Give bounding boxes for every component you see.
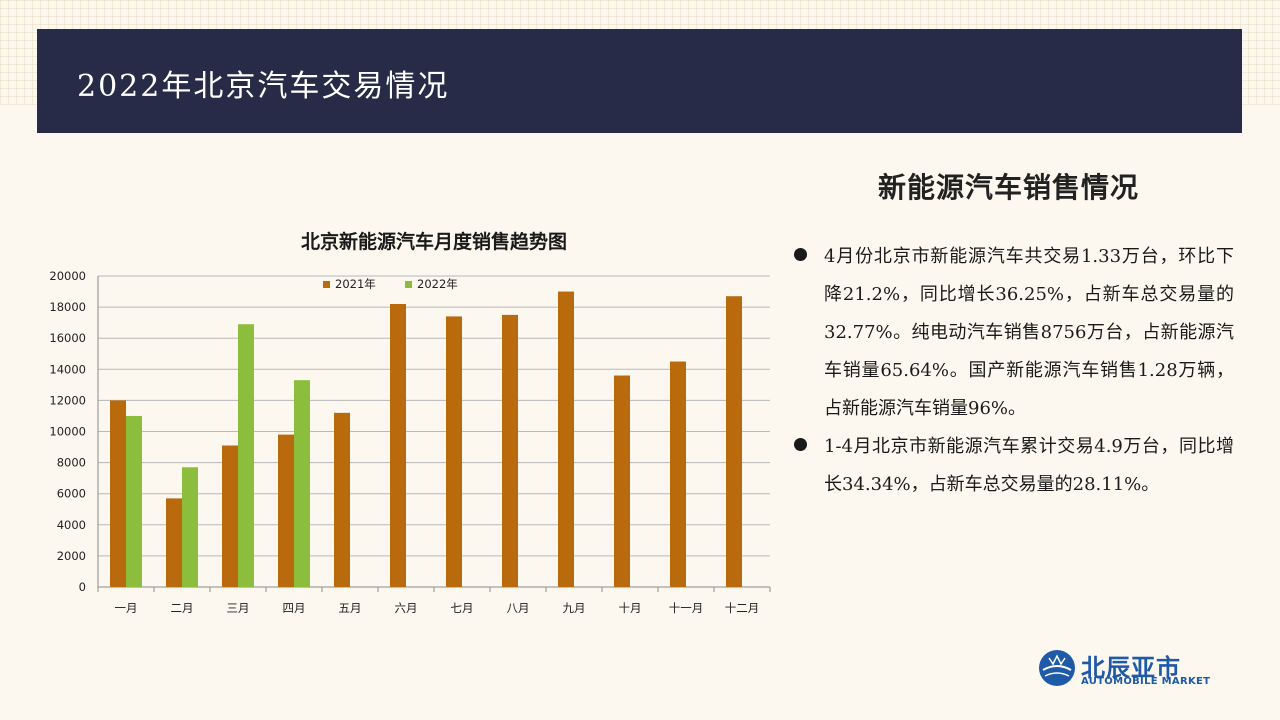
legend-label: 2021年 bbox=[335, 277, 376, 291]
y-tick-label: 4000 bbox=[57, 518, 86, 532]
legend-swatch bbox=[405, 281, 412, 288]
bullet-dot-icon bbox=[794, 248, 807, 261]
bar-2021 bbox=[390, 303, 406, 587]
y-tick-label: 0 bbox=[79, 580, 86, 594]
bar-2022 bbox=[182, 467, 198, 587]
x-tick-label: 三月 bbox=[227, 601, 250, 615]
bar-2022 bbox=[294, 380, 310, 587]
y-tick-label: 14000 bbox=[49, 362, 86, 376]
bullet-list: 4月份北京市新能源汽车共交易1.33万台，环比下降21.2%，同比增长36.25… bbox=[794, 238, 1234, 504]
bar-2021 bbox=[502, 314, 518, 587]
chart-svg: 北京新能源汽车月度销售趋势图 0 2000 4000 6000 8000 10000 1200… bbox=[49, 230, 771, 615]
y-tick-label: 18000 bbox=[49, 300, 86, 314]
legend-label: 2022年 bbox=[417, 277, 458, 291]
x-tick-label: 五月 bbox=[339, 601, 362, 615]
bar-2021 bbox=[166, 498, 182, 587]
bar-2022 bbox=[238, 324, 254, 587]
y-tick-label: 8000 bbox=[57, 456, 86, 470]
bullet-text: 1-4月北京市新能源汽车累计交易4.9万台，同比增长34.34%，占新车总交易量… bbox=[824, 436, 1234, 495]
x-tick-label: 十二月 bbox=[725, 601, 760, 615]
globe-car-icon bbox=[1039, 650, 1075, 686]
x-tick-label: 二月 bbox=[171, 601, 194, 615]
x-tick-label: 九月 bbox=[563, 601, 586, 615]
legend-swatch bbox=[323, 281, 330, 288]
logo-name: 北辰亚市 bbox=[1081, 654, 1181, 682]
bar-2022 bbox=[126, 415, 142, 587]
company-logo: 北辰亚市 AUTOMOBILE MARKET bbox=[1037, 646, 1217, 692]
bullet-dot-icon bbox=[794, 438, 807, 451]
chart-title: 北京新能源汽车月度销售趋势图 bbox=[301, 230, 567, 253]
bar-2021 bbox=[334, 412, 350, 587]
bar-2021 bbox=[726, 296, 742, 587]
x-tick-label: 八月 bbox=[507, 601, 530, 615]
bar-2021 bbox=[446, 316, 462, 587]
header-banner: 2022年北京汽车交易情况 bbox=[37, 29, 1242, 133]
x-tick-label: 六月 bbox=[395, 601, 418, 615]
bar-2021 bbox=[278, 434, 294, 587]
x-tick-label: 一月 bbox=[115, 601, 138, 615]
x-tick-label: 十月 bbox=[619, 601, 642, 615]
y-tick-label: 16000 bbox=[49, 331, 86, 345]
logo-subtitle: AUTOMOBILE MARKET bbox=[1081, 676, 1211, 687]
bullet-text: 4月份北京市新能源汽车共交易1.33万台，环比下降21.2%，同比增长36.25… bbox=[824, 246, 1234, 419]
x-tick-label: 七月 bbox=[451, 601, 474, 615]
bullet-item: 4月份北京市新能源汽车共交易1.33万台，环比下降21.2%，同比增长36.25… bbox=[794, 238, 1234, 428]
x-tick-label: 十一月 bbox=[669, 601, 704, 615]
bullet-item: 1-4月北京市新能源汽车累计交易4.9万台，同比增长34.34%，占新车总交易量… bbox=[794, 428, 1234, 504]
bar-2021 bbox=[614, 375, 630, 587]
y-tick-label: 6000 bbox=[57, 487, 86, 501]
y-tick-label: 2000 bbox=[57, 549, 86, 563]
bar-chart: 北京新能源汽车月度销售趋势图 0 2000 4000 6000 8000 10000 1200… bbox=[30, 220, 790, 630]
y-tick-label: 20000 bbox=[49, 269, 86, 283]
section-title: 新能源汽车销售情况 bbox=[878, 171, 1140, 204]
y-tick-label: 10000 bbox=[49, 425, 86, 439]
bar-2021 bbox=[110, 400, 126, 587]
bar-2021 bbox=[222, 445, 238, 587]
bar-2021 bbox=[558, 291, 574, 587]
y-tick-label: 12000 bbox=[49, 393, 86, 407]
bar-2021 bbox=[670, 361, 686, 587]
page-title: 2022年北京汽车交易情况 bbox=[77, 69, 450, 104]
x-tick-label: 四月 bbox=[283, 601, 306, 615]
